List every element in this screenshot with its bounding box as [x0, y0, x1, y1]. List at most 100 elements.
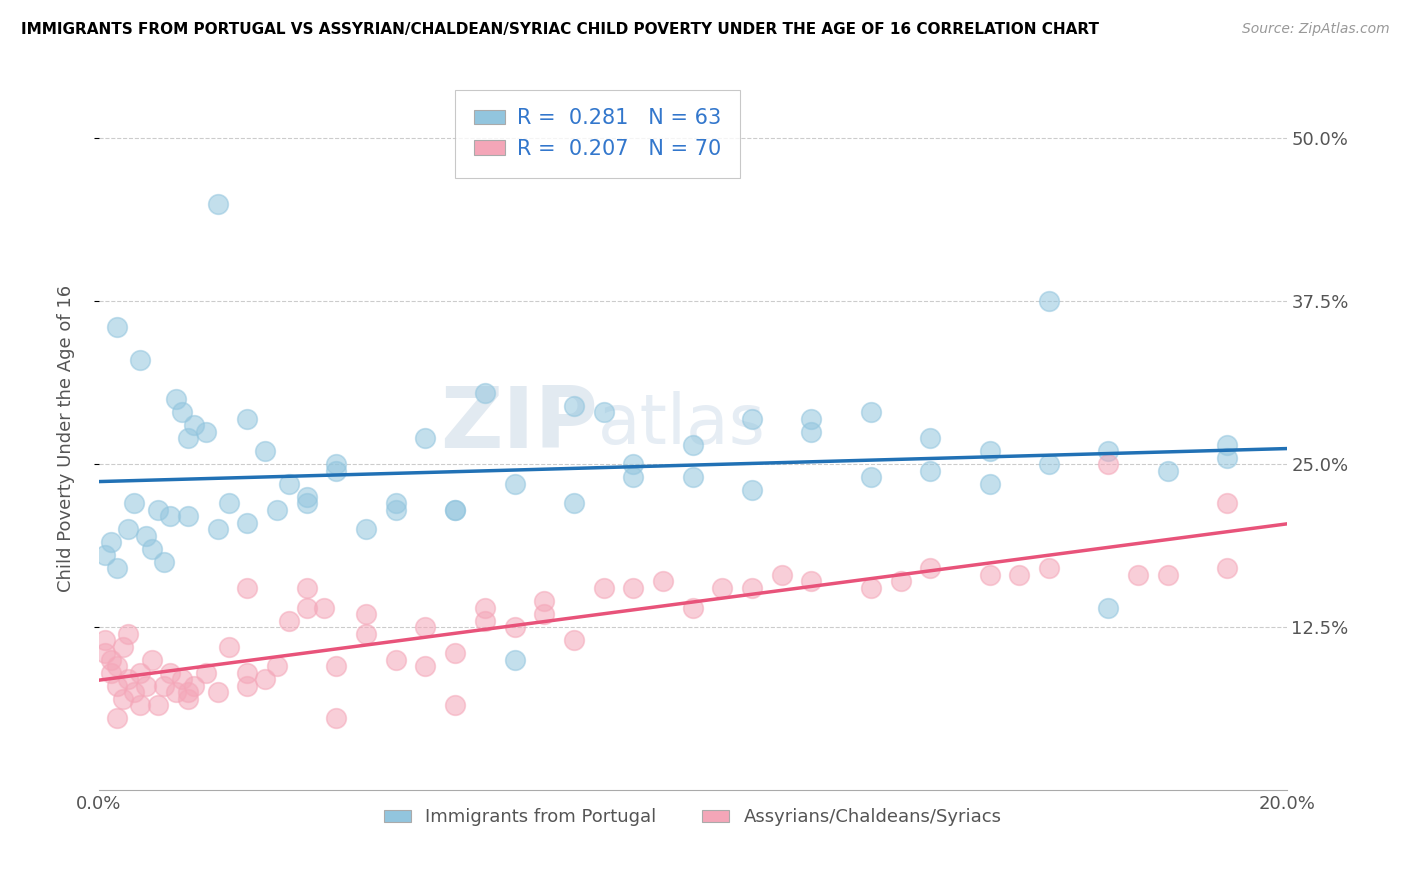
- Point: [183, 679, 205, 693]
- Point: [1038, 561, 1060, 575]
- Point: [177, 509, 200, 524]
- Point: [105, 561, 128, 575]
- Point: [1038, 294, 1060, 309]
- Point: [682, 600, 704, 615]
- Point: [93, 549, 115, 563]
- Point: [117, 672, 139, 686]
- Point: [159, 665, 181, 680]
- Point: [474, 600, 496, 615]
- Point: [218, 496, 240, 510]
- Point: [111, 691, 134, 706]
- Text: ZIP: ZIP: [440, 383, 598, 466]
- Point: [1097, 600, 1119, 615]
- Point: [621, 581, 644, 595]
- Point: [207, 196, 229, 211]
- Point: [236, 581, 259, 595]
- Point: [741, 411, 763, 425]
- Point: [165, 685, 187, 699]
- Point: [592, 405, 614, 419]
- Point: [135, 529, 157, 543]
- Point: [105, 679, 128, 693]
- Point: [444, 646, 467, 660]
- Point: [474, 614, 496, 628]
- Point: [1008, 568, 1031, 582]
- Point: [194, 425, 217, 439]
- Point: [129, 353, 152, 368]
- Point: [503, 620, 526, 634]
- Point: [295, 600, 318, 615]
- Point: [770, 568, 793, 582]
- Point: [183, 418, 205, 433]
- Point: [117, 626, 139, 640]
- Y-axis label: Child Poverty Under the Age of 16: Child Poverty Under the Age of 16: [58, 285, 75, 591]
- Point: [266, 659, 288, 673]
- Point: [444, 503, 467, 517]
- Point: [153, 555, 176, 569]
- Point: [354, 626, 377, 640]
- Text: atlas: atlas: [598, 391, 765, 458]
- Point: [159, 509, 181, 524]
- Point: [592, 581, 614, 595]
- Point: [621, 470, 644, 484]
- Point: [1157, 568, 1180, 582]
- Point: [100, 535, 122, 549]
- Point: [1216, 561, 1239, 575]
- Point: [859, 581, 882, 595]
- Point: [979, 444, 1001, 458]
- Point: [129, 698, 152, 713]
- Point: [129, 665, 152, 680]
- Point: [93, 633, 115, 648]
- Point: [1097, 444, 1119, 458]
- Point: [533, 594, 555, 608]
- Point: [562, 633, 585, 648]
- Point: [562, 496, 585, 510]
- Point: [207, 522, 229, 536]
- Point: [100, 652, 122, 666]
- Point: [682, 437, 704, 451]
- Point: [859, 405, 882, 419]
- Point: [135, 679, 157, 693]
- Point: [105, 711, 128, 725]
- Point: [800, 411, 823, 425]
- Point: [100, 665, 122, 680]
- Point: [111, 640, 134, 654]
- Text: IMMIGRANTS FROM PORTUGAL VS ASSYRIAN/CHALDEAN/SYRIAC CHILD POVERTY UNDER THE AGE: IMMIGRANTS FROM PORTUGAL VS ASSYRIAN/CHA…: [21, 22, 1099, 37]
- Point: [177, 431, 200, 445]
- Point: [177, 691, 200, 706]
- Point: [474, 385, 496, 400]
- Point: [354, 607, 377, 621]
- Point: [117, 522, 139, 536]
- Point: [384, 652, 406, 666]
- Point: [682, 470, 704, 484]
- Point: [148, 698, 170, 713]
- Point: [277, 476, 299, 491]
- Point: [920, 561, 942, 575]
- Text: Source: ZipAtlas.com: Source: ZipAtlas.com: [1241, 22, 1389, 37]
- Point: [266, 503, 288, 517]
- Point: [141, 541, 163, 556]
- Point: [236, 516, 259, 530]
- Point: [621, 457, 644, 471]
- Point: [124, 685, 146, 699]
- Point: [295, 496, 318, 510]
- Point: [1038, 457, 1060, 471]
- Point: [236, 679, 259, 693]
- Point: [979, 568, 1001, 582]
- Point: [920, 431, 942, 445]
- Point: [236, 411, 259, 425]
- Point: [415, 659, 437, 673]
- Point: [1097, 457, 1119, 471]
- Point: [153, 679, 176, 693]
- Point: [105, 320, 128, 334]
- Point: [93, 646, 115, 660]
- Point: [254, 444, 277, 458]
- Point: [325, 711, 347, 725]
- Point: [859, 470, 882, 484]
- Point: [295, 490, 318, 504]
- Point: [800, 425, 823, 439]
- Point: [254, 672, 277, 686]
- Point: [800, 574, 823, 589]
- Point: [415, 431, 437, 445]
- Point: [218, 640, 240, 654]
- Point: [1157, 464, 1180, 478]
